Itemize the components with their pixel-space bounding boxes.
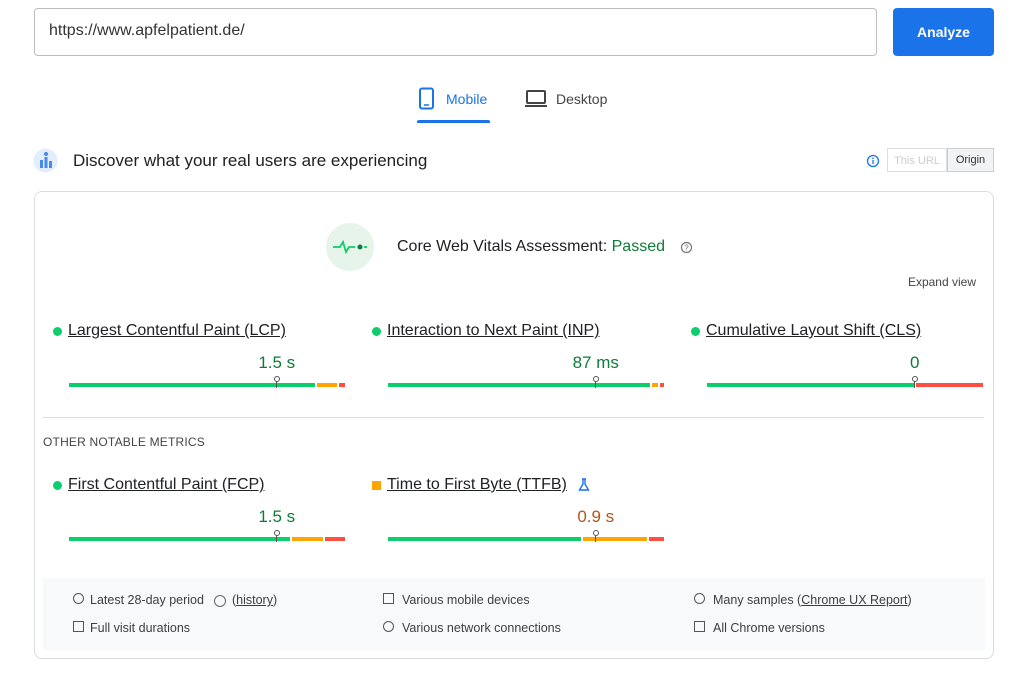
footer-link[interactable]: Chrome UX Report <box>801 593 908 607</box>
rating-dot <box>372 327 381 336</box>
footer-item: Various mobile devices <box>402 593 530 607</box>
help-icon[interactable] <box>214 595 226 607</box>
lab-icon <box>578 478 590 491</box>
rating-dot <box>691 327 700 336</box>
toggle-this-url[interactable]: This URL <box>887 148 947 172</box>
metric-value: 1.5 s <box>258 507 296 526</box>
footer-text: Many samples ( <box>713 593 802 607</box>
tab-underline <box>417 120 490 123</box>
p75-marker-head <box>273 530 280 536</box>
url-input[interactable] <box>34 8 877 56</box>
field-icon <box>33 148 58 173</box>
p75-marker-head <box>273 376 280 382</box>
footer-text: Various mobile devices <box>402 593 530 607</box>
p75-marker <box>276 534 278 542</box>
footer-item: Latest 28-day period (history) <box>90 593 277 607</box>
p75-marker-head <box>911 376 918 382</box>
footer-text: ) <box>272 593 278 607</box>
footer-icon <box>383 593 394 604</box>
metric-name[interactable]: Time to First Byte (TTFB) <box>387 476 567 493</box>
tab-desktop[interactable]: Desktop <box>556 91 608 107</box>
distribution-segment <box>316 383 337 387</box>
distribution-segment <box>652 383 659 387</box>
info-icon[interactable] <box>866 154 880 168</box>
assessment: Core Web Vitals Assessment: Passed <box>397 238 665 256</box>
rating-dot <box>53 481 62 490</box>
metric-name[interactable]: Largest Contentful Paint (LCP) <box>68 322 286 339</box>
footer-item: Full visit durations <box>90 621 190 635</box>
mobile-icon <box>419 87 434 110</box>
analyze-button[interactable]: Analyze <box>893 8 994 56</box>
distribution-segment <box>388 383 651 387</box>
footer-icon <box>694 593 705 604</box>
footer-icon <box>383 621 394 632</box>
p75-marker <box>276 380 278 388</box>
footer-text: ) <box>907 593 912 607</box>
footer-text: All Chrome versions <box>713 621 825 635</box>
distribution-segment <box>915 383 983 387</box>
tab-mobile[interactable]: Mobile <box>446 91 488 107</box>
footer-item: Many samples (Chrome UX Report) <box>713 593 912 607</box>
footer-text: Various network connections <box>402 621 561 635</box>
metric-name[interactable]: Interaction to Next Paint (INP) <box>387 322 600 339</box>
footer-icon <box>73 593 84 604</box>
footer-item: All Chrome versions <box>713 621 825 635</box>
distribution-segment <box>649 537 664 541</box>
p75-marker-head <box>592 376 599 382</box>
other-heading: OTHER NOTABLE METRICS <box>43 435 205 449</box>
metric-value: 0.9 s <box>577 507 615 526</box>
expand-view[interactable]: Expand view <box>907 275 976 289</box>
footer-icon <box>73 621 84 632</box>
footer-text: Full visit durations <box>90 621 191 635</box>
distribution-segment <box>660 383 664 387</box>
distribution-segment <box>582 537 648 541</box>
distribution-segment <box>388 537 581 541</box>
distribution-segment <box>69 537 290 541</box>
svg-text:?: ? <box>684 244 689 253</box>
metric-value: 87 ms <box>572 353 619 372</box>
footer-text: ( <box>231 593 237 607</box>
distribution-segment <box>324 537 345 541</box>
metric-value: 0 <box>910 353 920 372</box>
p75-marker <box>595 534 597 542</box>
help-icon[interactable]: ? <box>680 241 693 254</box>
p75-marker-head <box>592 530 599 536</box>
field-title: Discover what your real users are experi… <box>73 151 428 170</box>
assessment-label: Core Web Vitals Assessment: <box>397 238 608 255</box>
desktop-icon <box>525 90 547 107</box>
p75-marker <box>914 380 916 388</box>
toggle-origin[interactable]: Origin <box>947 148 994 172</box>
footer-link[interactable]: history <box>236 593 273 607</box>
footer-item: Various network connections <box>402 621 561 635</box>
footer-box <box>43 578 985 650</box>
distribution-segment <box>291 537 323 541</box>
field-card <box>34 191 994 659</box>
metric-name[interactable]: First Contentful Paint (FCP) <box>68 476 265 493</box>
footer-text: Latest 28-day period <box>90 593 204 607</box>
rating-dot <box>372 481 381 490</box>
distribution-segment <box>69 383 315 387</box>
distribution-segment <box>338 383 345 387</box>
metric-name[interactable]: Cumulative Layout Shift (CLS) <box>706 322 922 339</box>
assessment-status: Passed <box>611 238 665 255</box>
distribution-segment <box>707 383 914 387</box>
divider <box>43 417 984 418</box>
footer-icon <box>694 621 705 632</box>
rating-dot <box>53 327 62 336</box>
p75-marker <box>595 380 597 388</box>
assessment-icon <box>326 223 374 271</box>
metric-value: 1.5 s <box>258 353 296 372</box>
url-text: https://www.apfelpatient.de/ <box>49 22 245 39</box>
